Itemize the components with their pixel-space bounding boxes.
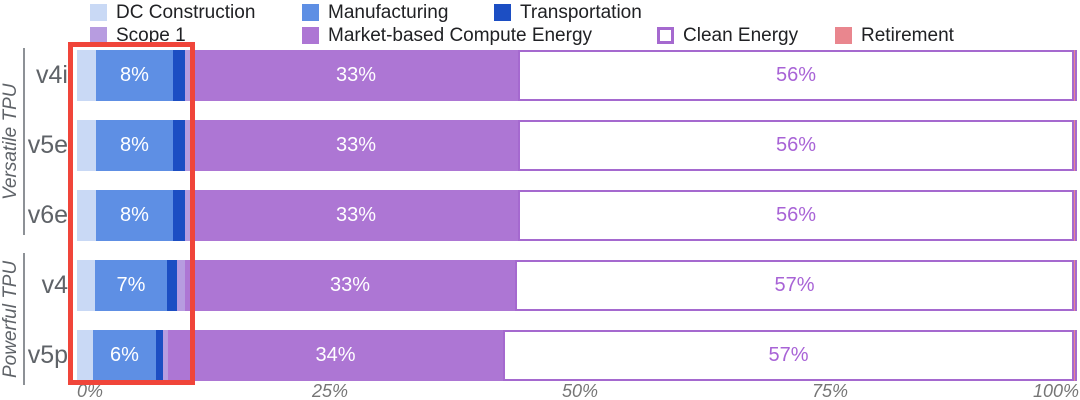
transportation-swatch-icon bbox=[494, 4, 511, 21]
x-axis-tick-75: 75% bbox=[811, 381, 849, 400]
bar-v4: 7% 33% 57% bbox=[77, 260, 1077, 311]
segment-dc-construction bbox=[77, 50, 96, 101]
segment-value-label: 56% bbox=[775, 204, 817, 226]
segment-scope-1 bbox=[185, 190, 194, 241]
legend-label: Clean Energy bbox=[683, 24, 799, 46]
segment-manufacturing: 8% bbox=[96, 50, 173, 101]
scope-1-swatch-icon bbox=[90, 27, 107, 44]
segment-value-label: 33% bbox=[329, 274, 371, 296]
segment-transportation bbox=[156, 330, 163, 381]
segment-dc-construction bbox=[77, 260, 95, 311]
group-bracket-line bbox=[23, 48, 25, 235]
segment-market-energy: 33% bbox=[194, 190, 518, 241]
row-label-v5p: v5p bbox=[27, 341, 68, 369]
segment-value-label: 8% bbox=[120, 64, 149, 86]
row-label-v6e: v6e bbox=[27, 201, 68, 229]
group-bracket-line bbox=[23, 253, 25, 385]
segment-manufacturing: 6% bbox=[93, 330, 156, 381]
x-axis-tick-0: 0% bbox=[76, 381, 104, 400]
group-label-powerful-tpu: Powerful TPU bbox=[0, 260, 21, 378]
legend-label: DC Construction bbox=[116, 1, 256, 23]
row-label-v4i: v4i bbox=[36, 61, 68, 89]
segment-clean-energy: 56% bbox=[518, 190, 1074, 241]
bar-v5e: 8% 33% 56% bbox=[77, 120, 1077, 171]
legend-label: Market-based Compute Energy bbox=[328, 24, 593, 46]
x-axis-tick-50: 50% bbox=[561, 381, 599, 400]
segment-clean-energy: 57% bbox=[515, 260, 1074, 311]
segment-dc-construction bbox=[77, 330, 93, 381]
bar-v5p: 6% 34% 57% bbox=[77, 330, 1077, 381]
legend-label: Manufacturing bbox=[328, 1, 449, 23]
segment-value-label: 57% bbox=[774, 274, 815, 296]
segment-clean-energy: 56% bbox=[518, 50, 1074, 101]
row-label-v5e: v5e bbox=[27, 131, 68, 159]
segment-retirement bbox=[1074, 120, 1077, 171]
retirement-swatch-icon bbox=[835, 27, 852, 44]
segment-clean-energy: 57% bbox=[503, 330, 1074, 381]
segment-value-label: 7% bbox=[116, 274, 146, 296]
segment-market-energy: 33% bbox=[194, 50, 518, 101]
x-axis-tick-100: 100% bbox=[1032, 381, 1080, 400]
row-label-v4: v4 bbox=[41, 271, 68, 299]
segment-value-label: 8% bbox=[120, 134, 149, 156]
legend-item-scope-1: Scope 1 bbox=[90, 25, 186, 46]
x-axis-tick-25: 25% bbox=[311, 381, 349, 400]
dc-construction-swatch-icon bbox=[90, 4, 107, 21]
segment-value-label: 33% bbox=[335, 134, 377, 156]
group-label-versatile-tpu: Versatile TPU bbox=[0, 83, 21, 200]
legend-item-clean-energy: Clean Energy bbox=[657, 25, 798, 46]
legend-label: Retirement bbox=[861, 24, 954, 46]
legend-item-retirement: Retirement bbox=[835, 25, 954, 46]
segment-value-label: 57% bbox=[768, 344, 809, 366]
legend-item-transportation: Transportation bbox=[494, 2, 642, 23]
legend-label: Transportation bbox=[520, 1, 642, 23]
segment-scope-1 bbox=[177, 260, 185, 311]
bar-v6e: 8% 33% 56% bbox=[77, 190, 1077, 241]
segment-transportation bbox=[167, 260, 177, 311]
bar-v4i: 8% 33% 56% bbox=[77, 50, 1077, 101]
segment-value-label: 56% bbox=[775, 64, 817, 86]
segment-retirement bbox=[1074, 50, 1077, 101]
segment-dc-construction bbox=[77, 120, 96, 171]
segment-manufacturing: 8% bbox=[96, 190, 173, 241]
segment-retirement bbox=[1074, 330, 1077, 381]
manufacturing-swatch-icon bbox=[302, 4, 319, 21]
legend-item-market-based-compute-energy: Market-based Compute Energy bbox=[302, 25, 592, 46]
segment-market-energy: 33% bbox=[194, 120, 518, 171]
segment-manufacturing: 8% bbox=[96, 120, 173, 171]
segment-retirement bbox=[1074, 260, 1077, 311]
plot-area: 8% 33% 56% 8% 33% 56% 8% 33% 56% bbox=[77, 50, 1077, 381]
segment-scope-1 bbox=[163, 330, 168, 381]
segment-transportation bbox=[173, 120, 185, 171]
legend-item-manufacturing: Manufacturing bbox=[302, 2, 448, 23]
segment-value-label: 33% bbox=[335, 204, 377, 226]
segment-manufacturing: 7% bbox=[95, 260, 167, 311]
segment-scope-1 bbox=[185, 120, 194, 171]
segment-market-energy: 33% bbox=[185, 260, 515, 311]
legend-label: Scope 1 bbox=[116, 24, 186, 46]
segment-dc-construction bbox=[77, 190, 96, 241]
segment-transportation bbox=[173, 190, 185, 241]
segment-value-label: 34% bbox=[315, 344, 356, 366]
segment-retirement bbox=[1074, 190, 1077, 241]
segment-clean-energy: 56% bbox=[518, 120, 1074, 171]
segment-value-label: 8% bbox=[120, 204, 149, 226]
segment-market-energy: 34% bbox=[168, 330, 503, 381]
segment-scope-1 bbox=[185, 50, 194, 101]
clean-energy-swatch-icon bbox=[657, 27, 674, 44]
segment-transportation bbox=[173, 50, 185, 101]
segment-value-label: 6% bbox=[110, 344, 139, 366]
segment-value-label: 33% bbox=[335, 64, 377, 86]
segment-value-label: 56% bbox=[775, 134, 817, 156]
market-energy-swatch-icon bbox=[302, 27, 319, 44]
legend-item-dc-construction: DC Construction bbox=[90, 2, 255, 23]
